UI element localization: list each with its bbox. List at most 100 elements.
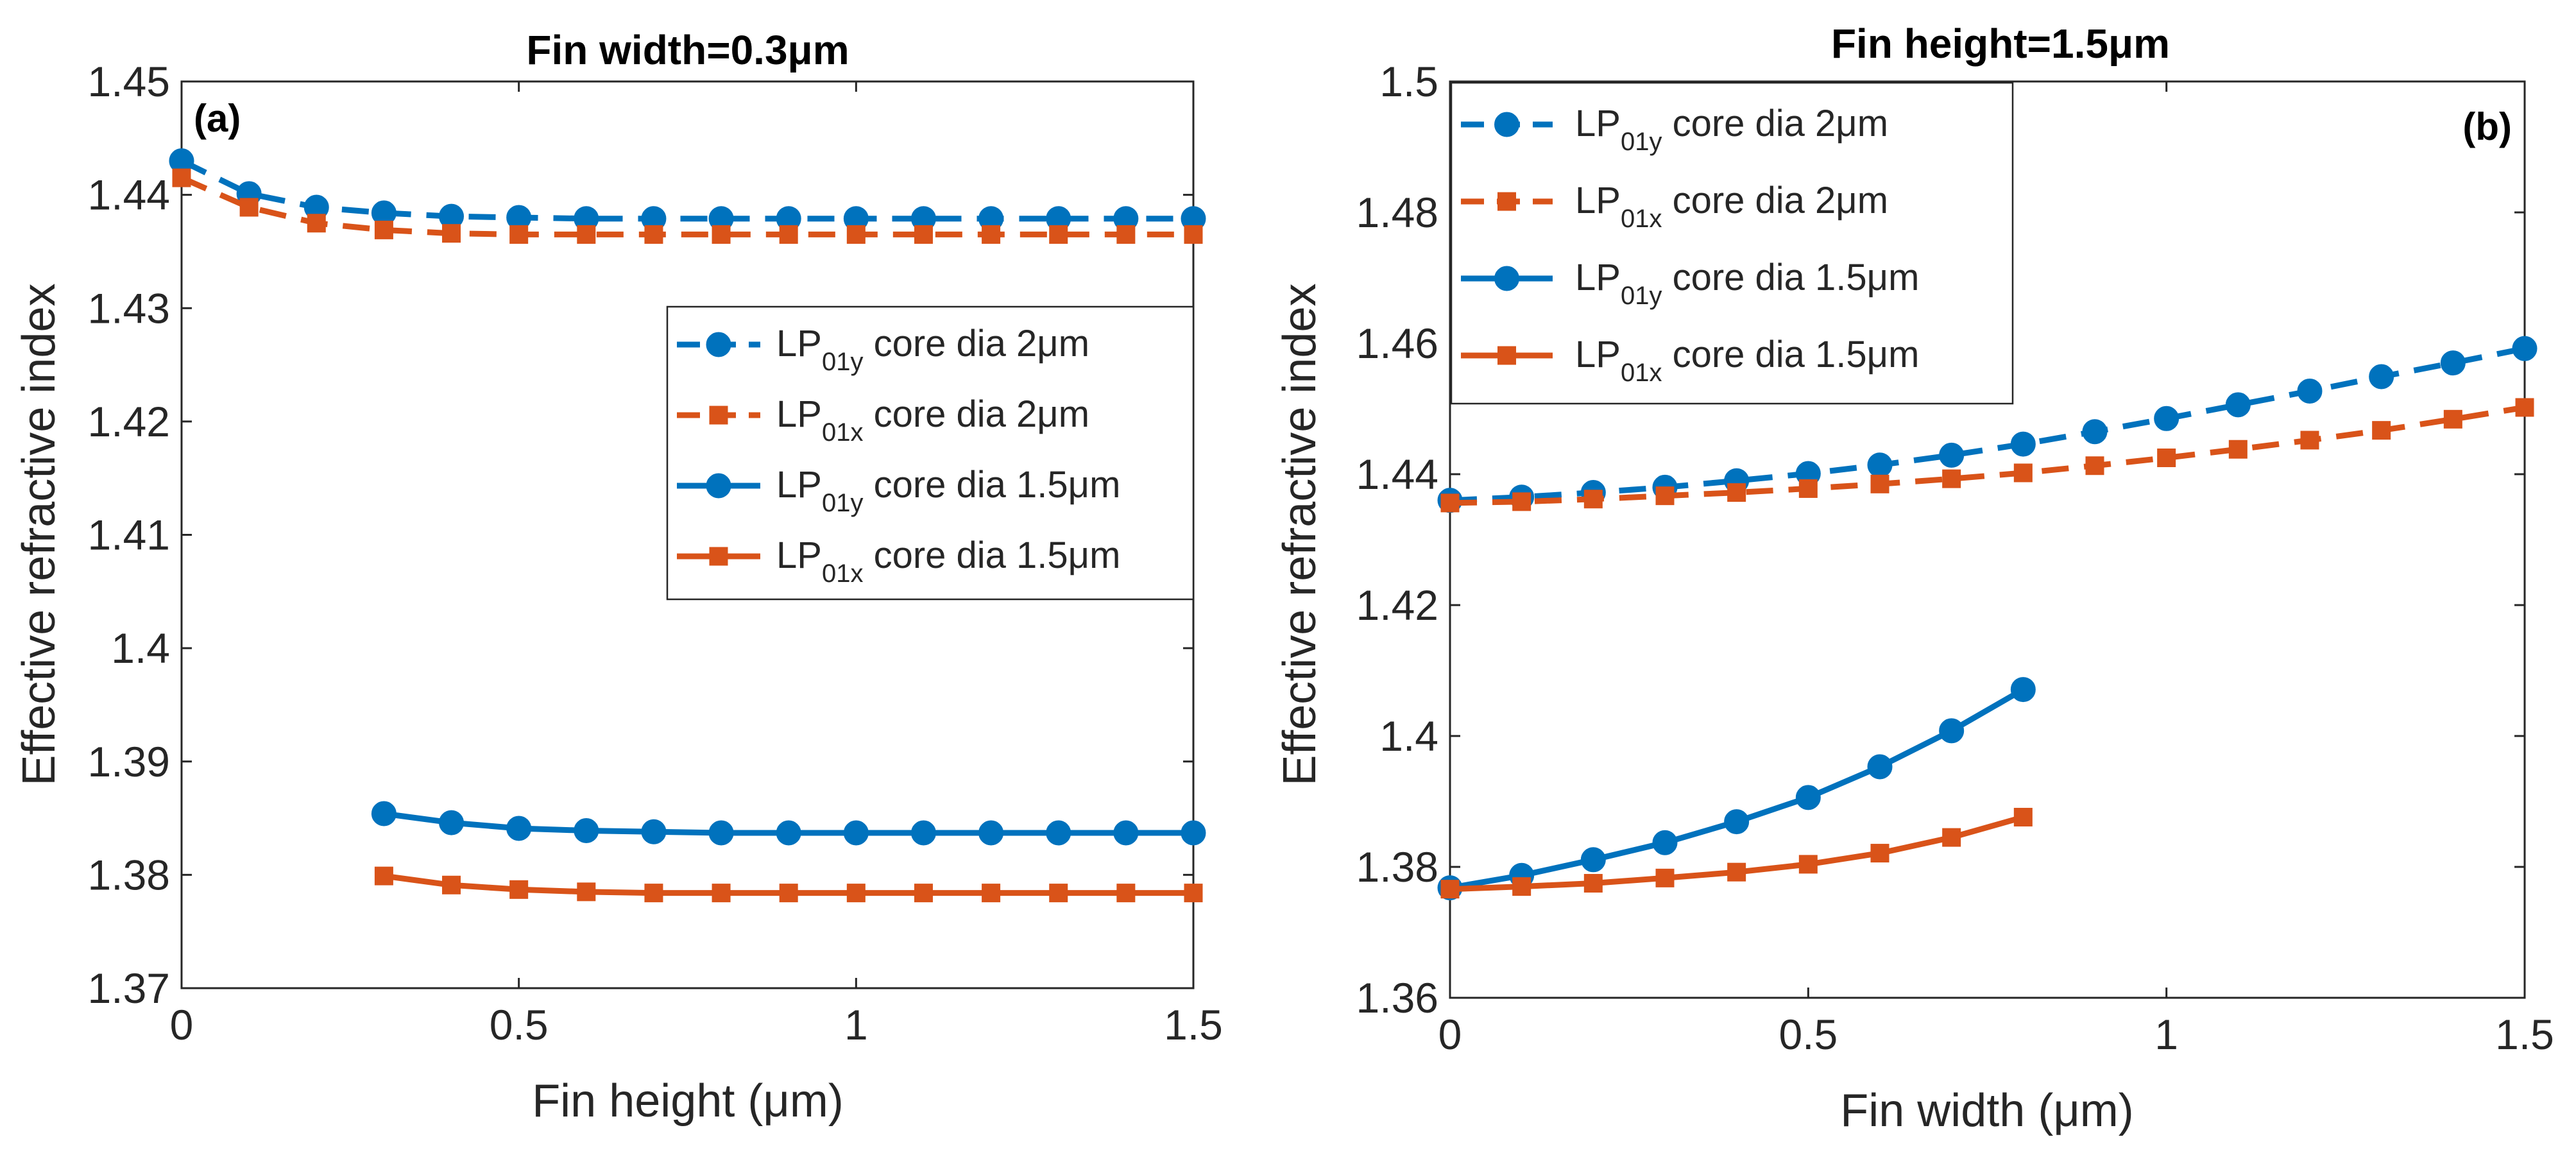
data-point bbox=[1798, 855, 1818, 874]
legend-b: LP01y core dia 2μm LP01x core dia 2μm LP01… bbox=[1450, 81, 2014, 405]
y-axis-label-b: Effective refractive index bbox=[1274, 283, 1326, 785]
data-point bbox=[574, 817, 599, 843]
legend-entry: LP01y core dia 1.5μm bbox=[677, 464, 1120, 517]
legend-entry: LP01x core dia 2μm bbox=[1461, 180, 1888, 233]
legend-label: LP01x core dia 1.5μm bbox=[776, 535, 1120, 588]
legend-marker bbox=[706, 332, 731, 357]
axis-ticks-b: 0 0.5 1 1.5 1.36 1.38 1.4 1.42 1.44 1.46 1.48 1.5 bbox=[1356, 58, 2554, 1058]
data-point bbox=[1184, 884, 1203, 903]
y-tick-label: 1.4 bbox=[1379, 712, 1438, 760]
y-tick-label: 1.41 bbox=[88, 511, 170, 559]
data-point bbox=[1942, 828, 1961, 847]
x-tick-label: 1.5 bbox=[2495, 1011, 2554, 1058]
x-tick-label: 0.5 bbox=[1778, 1011, 1838, 1058]
panel-label-b: (b) bbox=[2462, 105, 2512, 148]
data-point bbox=[2440, 350, 2466, 376]
data-point bbox=[1942, 469, 1961, 488]
series-3 bbox=[371, 801, 1206, 846]
data-point bbox=[2372, 421, 2391, 440]
series-group-b bbox=[1437, 336, 2538, 901]
x-tick-label: 1 bbox=[844, 1001, 868, 1048]
data-point bbox=[1795, 785, 1821, 810]
data-point bbox=[1655, 486, 1675, 506]
data-point bbox=[2515, 398, 2534, 417]
series-line bbox=[1449, 404, 2525, 506]
legend-marker bbox=[1494, 266, 1519, 291]
legend-marker bbox=[1497, 346, 1516, 365]
data-point bbox=[1116, 225, 1136, 244]
data-point bbox=[1870, 474, 1889, 493]
axis-ticks-a: 0 0.5 1 1.5 1.37 1.38 1.39 1.4 1.41 1.42 1.43 1.44 1… bbox=[88, 58, 1223, 1048]
legend-a: LP01y core dia 2μm LP01x core dia 2μm LP01… bbox=[666, 305, 1195, 601]
data-point bbox=[509, 880, 529, 899]
x-tick-label: 1.5 bbox=[1164, 1001, 1223, 1048]
data-point bbox=[2013, 807, 2033, 826]
legend-label: LP01x core dia 2μm bbox=[1575, 180, 1888, 233]
y-tick-label: 1.42 bbox=[88, 398, 170, 445]
data-point bbox=[978, 820, 1004, 846]
data-point bbox=[1580, 847, 1606, 873]
legend-marker bbox=[706, 473, 731, 499]
legend-box-b bbox=[1450, 81, 2014, 405]
data-point bbox=[1727, 483, 1746, 502]
data-point bbox=[1440, 880, 1460, 899]
data-point bbox=[644, 225, 663, 244]
data-point bbox=[1583, 874, 1603, 893]
data-point bbox=[1939, 442, 1965, 468]
y-tick-label: 1.38 bbox=[88, 851, 170, 898]
legend-entry: LP01y core dia 2μm bbox=[1461, 103, 1888, 156]
y-tick-label: 1.38 bbox=[1356, 843, 1438, 891]
data-point bbox=[1512, 877, 1531, 896]
legend-label: LP01y core dia 2μm bbox=[776, 323, 1089, 376]
y-tick-label: 1.4 bbox=[111, 624, 170, 672]
data-point bbox=[439, 810, 465, 835]
series-4 bbox=[1440, 807, 2033, 899]
data-point bbox=[843, 820, 869, 846]
y-tick-label: 1.37 bbox=[88, 964, 170, 1012]
series-3 bbox=[1437, 677, 2036, 901]
legend-entry: LP01x core dia 2μm bbox=[677, 393, 1089, 447]
data-point bbox=[2512, 336, 2538, 361]
data-point bbox=[1867, 754, 1893, 780]
legend-marker bbox=[1497, 192, 1516, 211]
data-point bbox=[577, 882, 596, 902]
data-point bbox=[307, 214, 326, 233]
legend-marker bbox=[709, 547, 728, 566]
data-point bbox=[1440, 493, 1460, 513]
data-point bbox=[374, 866, 393, 886]
data-point bbox=[2228, 440, 2248, 459]
legend-entry: LP01y core dia 1.5μm bbox=[1461, 257, 1919, 310]
y-tick-label: 1.46 bbox=[1356, 320, 1438, 367]
legend-entry: LP01y core dia 2μm bbox=[677, 323, 1089, 376]
data-point bbox=[1116, 884, 1136, 903]
series-2 bbox=[172, 168, 1203, 244]
data-point bbox=[982, 225, 1001, 244]
data-point bbox=[1867, 452, 1893, 478]
data-point bbox=[1181, 820, 1206, 846]
data-point bbox=[1113, 820, 1139, 846]
data-point bbox=[2010, 677, 2036, 703]
data-point bbox=[1046, 820, 1071, 846]
data-point bbox=[1049, 884, 1068, 903]
data-point bbox=[1655, 868, 1675, 887]
data-point bbox=[1583, 490, 1603, 509]
data-point bbox=[371, 801, 397, 826]
legend-entry: LP01x core dia 1.5μm bbox=[1461, 334, 1919, 387]
data-point bbox=[442, 224, 461, 243]
legend-label: LP01y core dia 1.5μm bbox=[1575, 257, 1919, 310]
data-point bbox=[2085, 456, 2104, 475]
y-tick-label: 1.42 bbox=[1356, 581, 1438, 629]
data-point bbox=[2300, 431, 2319, 450]
series-line bbox=[180, 175, 1193, 237]
legend-label: LP01y core dia 2μm bbox=[1575, 103, 1888, 156]
data-point bbox=[644, 884, 663, 903]
data-point bbox=[712, 225, 731, 244]
y-tick-label: 1.39 bbox=[88, 738, 170, 785]
data-point bbox=[2297, 378, 2323, 404]
data-point bbox=[779, 884, 798, 903]
data-point bbox=[2082, 419, 2108, 445]
data-point bbox=[2157, 449, 2176, 467]
data-point bbox=[776, 820, 801, 846]
data-point bbox=[910, 820, 936, 846]
